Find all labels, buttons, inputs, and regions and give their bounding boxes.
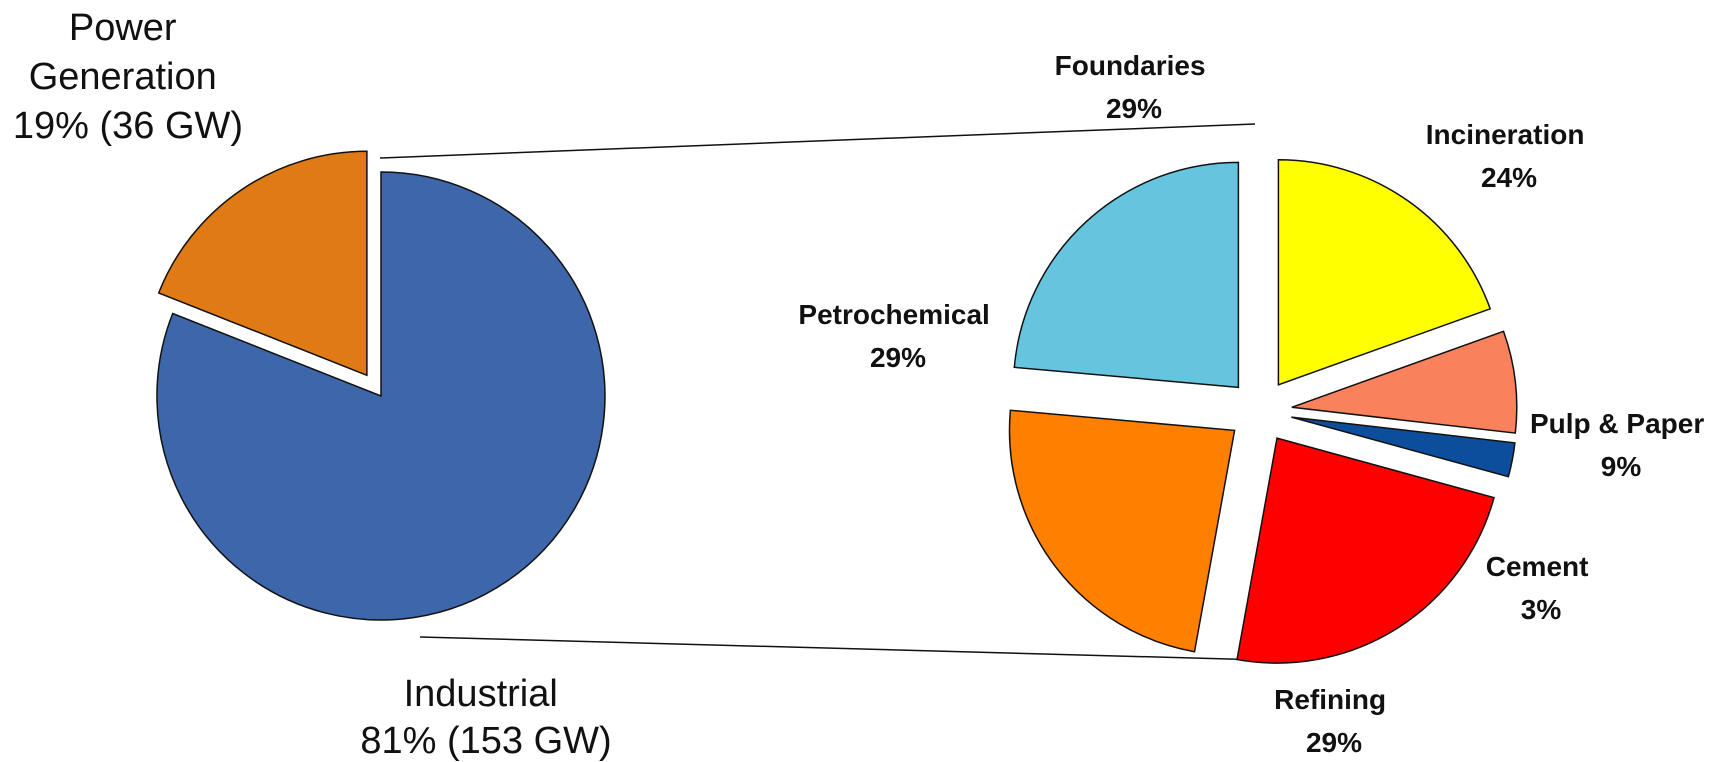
petrochemical-label-line1: Petrochemical (798, 299, 989, 330)
power-generation-label-line1: Power (69, 7, 177, 49)
pulp-paper-slice (1291, 330, 1518, 434)
foundaries-value-label: 29% (1106, 93, 1162, 124)
main-pie (156, 150, 606, 621)
foundaries-label-line1: Foundaries (1055, 50, 1206, 81)
pulp-paper-label-line1: Pulp & Paper (1530, 408, 1704, 439)
incineration-label: Incineration 24% (1426, 119, 1592, 193)
foundaries-label: Foundaries 29% (1055, 50, 1214, 124)
industrial-label: Industrial 81% (153 GW) (360, 673, 611, 762)
refining-label-line1: Refining (1274, 684, 1386, 715)
petrochemical-value-label: 29% (870, 342, 926, 373)
industrial-breakdown-pie (1008, 159, 1518, 664)
power-generation-label-line2: Generation (29, 56, 217, 98)
incineration-label-line1: Incineration (1426, 119, 1585, 150)
petrochemical-slice (1008, 409, 1236, 653)
industrial-slice (156, 171, 606, 621)
power-generation-slice (157, 150, 368, 377)
cement-slice (1291, 416, 1516, 478)
incineration-slice (1277, 159, 1492, 386)
foundaries-slice (1013, 161, 1240, 389)
cement-label-line1: Cement (1486, 551, 1589, 582)
connector-line-top (379, 123, 1256, 159)
pulp-paper-label: Pulp & Paper 9% (1530, 408, 1712, 482)
incineration-value-label: 24% (1481, 162, 1537, 193)
industrial-value-label: 81% (153 GW) (360, 720, 611, 762)
power-generation-label: Power Generation 19% (36 GW) (13, 7, 243, 147)
cement-value-label: 3% (1521, 594, 1562, 625)
connector-line-bottom (419, 636, 1266, 661)
refining-label: Refining 29% (1274, 684, 1394, 758)
refining-value-label: 29% (1306, 727, 1362, 758)
power-generation-value-label: 19% (36 GW) (13, 105, 243, 147)
industrial-label-line1: Industrial (404, 673, 558, 715)
connector-lines (379, 123, 1266, 661)
refining-slice (1236, 437, 1495, 664)
petrochemical-label: Petrochemical 29% (798, 299, 997, 373)
pulp-paper-value-label: 9% (1601, 451, 1642, 482)
cement-label: Cement 3% (1486, 551, 1596, 625)
